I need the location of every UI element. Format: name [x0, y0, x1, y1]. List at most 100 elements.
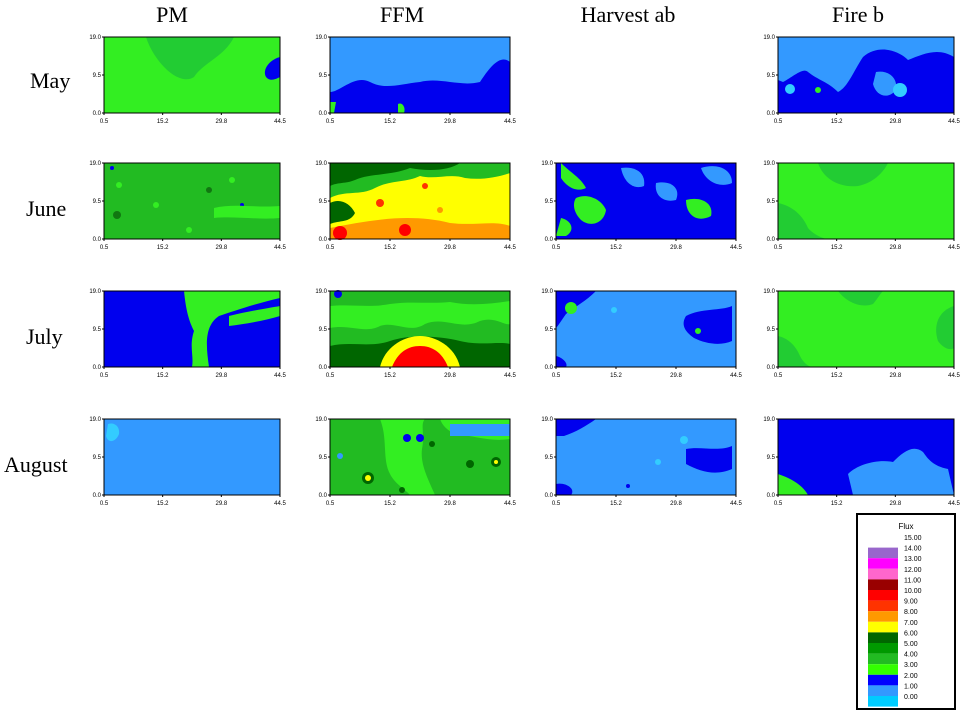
- y-tick-label: 0.0: [545, 493, 554, 499]
- row-title-may: May: [30, 68, 71, 93]
- legend-level-label: 3.00: [904, 662, 918, 669]
- legend-level-label: 0.00: [904, 694, 918, 701]
- x-tick-label: 44.5: [730, 501, 742, 507]
- y-tick-label: 19.0: [89, 161, 101, 167]
- y-tick-label: 0.0: [545, 365, 554, 371]
- y-tick-label: 0.0: [93, 493, 102, 499]
- y-tick-label: 19.0: [89, 417, 101, 423]
- legend-level-label: 8.00: [904, 609, 918, 616]
- row-title-june: June: [26, 196, 67, 221]
- x-tick-label: 0.5: [552, 373, 561, 379]
- x-tick-label: 29.8: [444, 501, 456, 507]
- y-tick-label: 0.0: [93, 111, 102, 117]
- contour-map-august-ffm: 0.5 15.2 29.8 44.5 0.0 9.5 19.0: [315, 417, 516, 507]
- x-tick-label: 0.5: [774, 245, 783, 251]
- x-tick-label: 29.8: [215, 119, 227, 125]
- contour-map-august-fire-b: 0.5 15.2 29.8 44.5 0.0 9.5 19.0: [763, 417, 960, 507]
- x-tick-label: 0.5: [774, 119, 783, 125]
- legend-swatch: [868, 653, 898, 665]
- y-tick-label: 9.5: [319, 199, 328, 205]
- row-title-july: July: [26, 324, 63, 349]
- x-tick-label: 15.2: [157, 373, 169, 379]
- y-tick-label: 9.5: [767, 199, 776, 205]
- x-tick-label: 0.5: [774, 373, 783, 379]
- x-tick-label: 0.5: [552, 245, 561, 251]
- x-tick-label: 15.2: [157, 119, 169, 125]
- x-tick-label: 29.8: [215, 501, 227, 507]
- x-tick-label: 44.5: [274, 245, 286, 251]
- y-tick-label: 19.0: [541, 289, 553, 295]
- y-tick-label: 9.5: [545, 199, 554, 205]
- legend-level-label: 12.00: [904, 567, 922, 574]
- legend-level-label: 6.00: [904, 630, 918, 637]
- x-tick-label: 15.2: [831, 373, 843, 379]
- x-tick-label: 15.2: [610, 245, 622, 251]
- x-tick-label: 44.5: [730, 245, 742, 251]
- y-tick-label: 19.0: [763, 417, 775, 423]
- x-tick-label: 15.2: [831, 501, 843, 507]
- column-title-fire-b: Fire b: [832, 2, 884, 27]
- y-tick-label: 0.0: [319, 111, 328, 117]
- y-tick-label: 9.5: [545, 327, 554, 333]
- x-tick-label: 0.5: [326, 245, 335, 251]
- legend-swatch: [868, 537, 898, 548]
- x-tick-label: 44.5: [274, 501, 286, 507]
- y-tick-label: 19.0: [763, 289, 775, 295]
- x-tick-label: 44.5: [274, 373, 286, 379]
- legend-swatch: [868, 558, 898, 569]
- x-tick-label: 29.8: [670, 245, 682, 251]
- contour-map-may-pm: 0.5 15.2 29.8 44.5 0.0 9.5 19.0: [89, 35, 286, 125]
- y-tick-label: 9.5: [767, 327, 776, 333]
- x-tick-label: 29.8: [444, 373, 456, 379]
- y-tick-label: 19.0: [763, 161, 775, 167]
- x-tick-label: 29.8: [670, 501, 682, 507]
- y-tick-label: 19.0: [315, 289, 327, 295]
- x-tick-label: 15.2: [384, 501, 396, 507]
- x-tick-label: 15.2: [831, 119, 843, 125]
- x-tick-label: 15.2: [610, 501, 622, 507]
- y-tick-label: 9.5: [545, 455, 554, 461]
- legend-level-label: 1.00: [904, 683, 918, 690]
- x-tick-label: 44.5: [948, 373, 960, 379]
- y-tick-label: 19.0: [315, 417, 327, 423]
- x-tick-label: 29.8: [444, 119, 456, 125]
- x-tick-label: 44.5: [948, 119, 960, 125]
- y-tick-label: 9.5: [319, 73, 328, 79]
- x-tick-label: 0.5: [100, 501, 109, 507]
- contour-map-june-ffm: 0.5 15.2 29.8 44.5 0.0 9.5 19.0: [315, 161, 516, 251]
- row-title-august: August: [4, 452, 68, 477]
- x-tick-label: 29.8: [889, 245, 901, 251]
- legend-swatch: [868, 674, 898, 686]
- x-tick-label: 29.8: [215, 245, 227, 251]
- legend-level-label: 5.00: [904, 641, 918, 648]
- y-tick-label: 0.0: [93, 365, 102, 371]
- contour-map-june-fire-b: 0.5 15.2 29.8 44.5 0.0 9.5 19.0: [763, 161, 960, 251]
- y-tick-label: 0.0: [319, 237, 328, 243]
- x-tick-label: 15.2: [384, 373, 396, 379]
- legend-title: Flux: [898, 522, 913, 531]
- x-tick-label: 15.2: [384, 119, 396, 125]
- contour-map-july-harvest-ab: 0.5 15.2 29.8 44.5 0.0 9.5 19.0: [541, 289, 742, 379]
- x-tick-label: 15.2: [610, 373, 622, 379]
- flux-legend: Flux 15.00 14.00 13.00 12.00 11.00 10.00 9.00 8…: [856, 513, 956, 710]
- legend-swatch: [868, 621, 898, 633]
- y-tick-label: 19.0: [763, 35, 775, 41]
- x-tick-label: 0.5: [774, 501, 783, 507]
- contour-map-june-pm: 0.5 15.2 29.8 44.5 0.0 9.5 19.0: [89, 161, 286, 251]
- legend-level-label: 13.00: [904, 556, 922, 563]
- legend-swatch: [868, 664, 898, 675]
- flux-legend-graphic: Flux 15.00 14.00 13.00 12.00 11.00 10.00 9.00 8…: [868, 522, 922, 707]
- y-tick-label: 9.5: [93, 455, 102, 461]
- x-tick-label: 44.5: [504, 119, 516, 125]
- x-tick-label: 0.5: [100, 373, 109, 379]
- x-tick-label: 15.2: [157, 501, 169, 507]
- legend-level-label: 11.00: [904, 577, 921, 584]
- contour-map-june-harvest-ab: 0.5 15.2 29.8 44.5 0.0 9.5 19.0: [541, 161, 742, 251]
- x-tick-label: 44.5: [504, 373, 516, 379]
- y-tick-label: 9.5: [319, 327, 328, 333]
- x-tick-label: 0.5: [100, 119, 109, 125]
- y-tick-label: 19.0: [541, 417, 553, 423]
- y-tick-label: 0.0: [319, 365, 328, 371]
- contour-map-august-pm: 0.5 15.2 29.8 44.5 0.0 9.5 19.0: [89, 417, 286, 507]
- legend-swatch: [868, 547, 898, 559]
